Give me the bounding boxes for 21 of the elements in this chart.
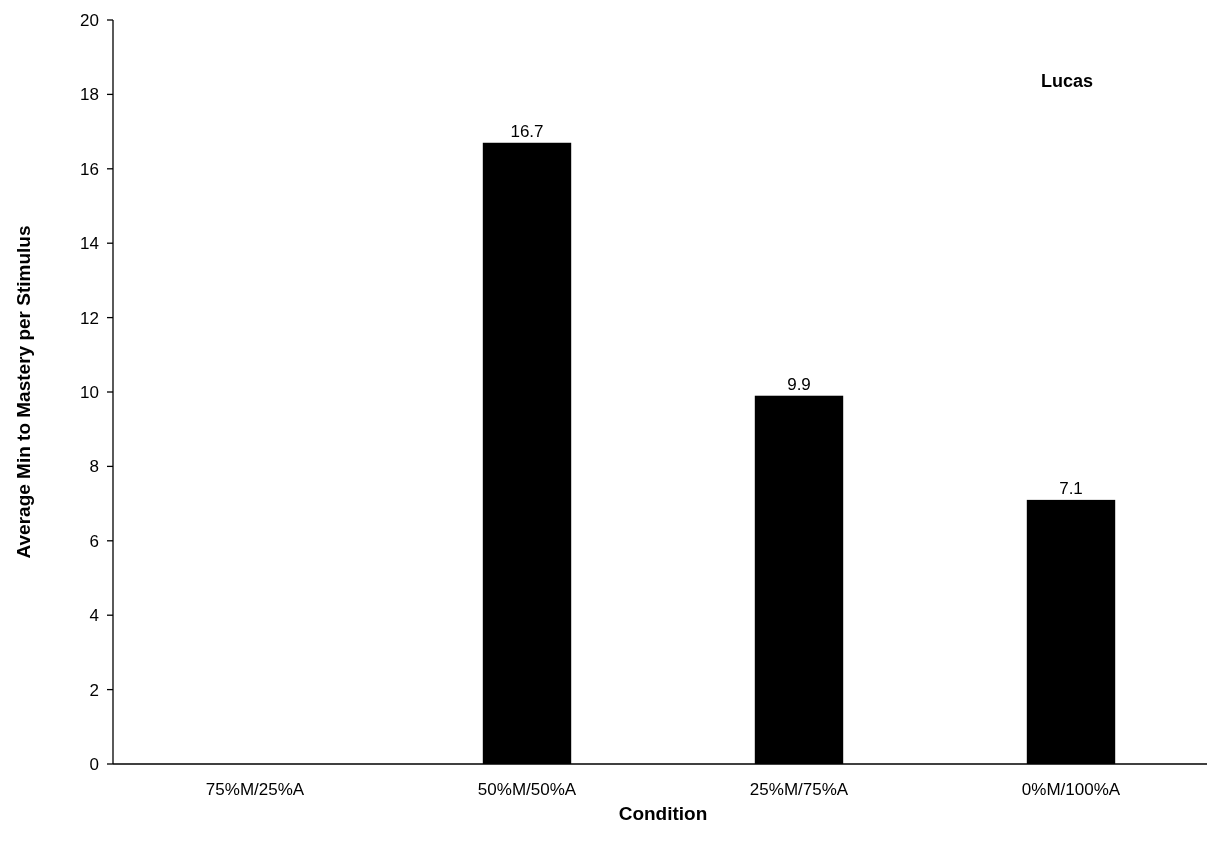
data-label: 9.9 xyxy=(787,374,811,394)
y-tick-label: 10 xyxy=(80,382,99,402)
data-label: 7.1 xyxy=(1059,478,1083,498)
x-tick-label: 50%M/50%A xyxy=(477,780,577,799)
data-label: 16.7 xyxy=(510,121,544,141)
x-tick-label: 0%M/100%A xyxy=(1021,780,1121,799)
x-tick-label: 75%M/25%A xyxy=(205,780,305,799)
y-tick-label: 4 xyxy=(89,606,99,626)
x-tick-label: 25%M/75%A xyxy=(749,780,849,799)
y-tick-label: 14 xyxy=(80,234,99,254)
x-axis-title: Condition xyxy=(618,803,708,824)
y-tick-label: 12 xyxy=(80,308,99,328)
y-tick-label: 6 xyxy=(89,531,99,551)
y-tick-label: 18 xyxy=(80,85,99,105)
y-tick-label: 20 xyxy=(80,10,99,30)
y-tick-label: 2 xyxy=(89,680,99,700)
text: Lucas xyxy=(1040,71,1094,91)
y-tick-label: 16 xyxy=(80,159,99,179)
y-tick-label: 8 xyxy=(89,457,99,477)
y-axis-title: Average Min to Mastery per Stimulus xyxy=(13,225,34,559)
y-tick-label: 0 xyxy=(89,754,99,774)
